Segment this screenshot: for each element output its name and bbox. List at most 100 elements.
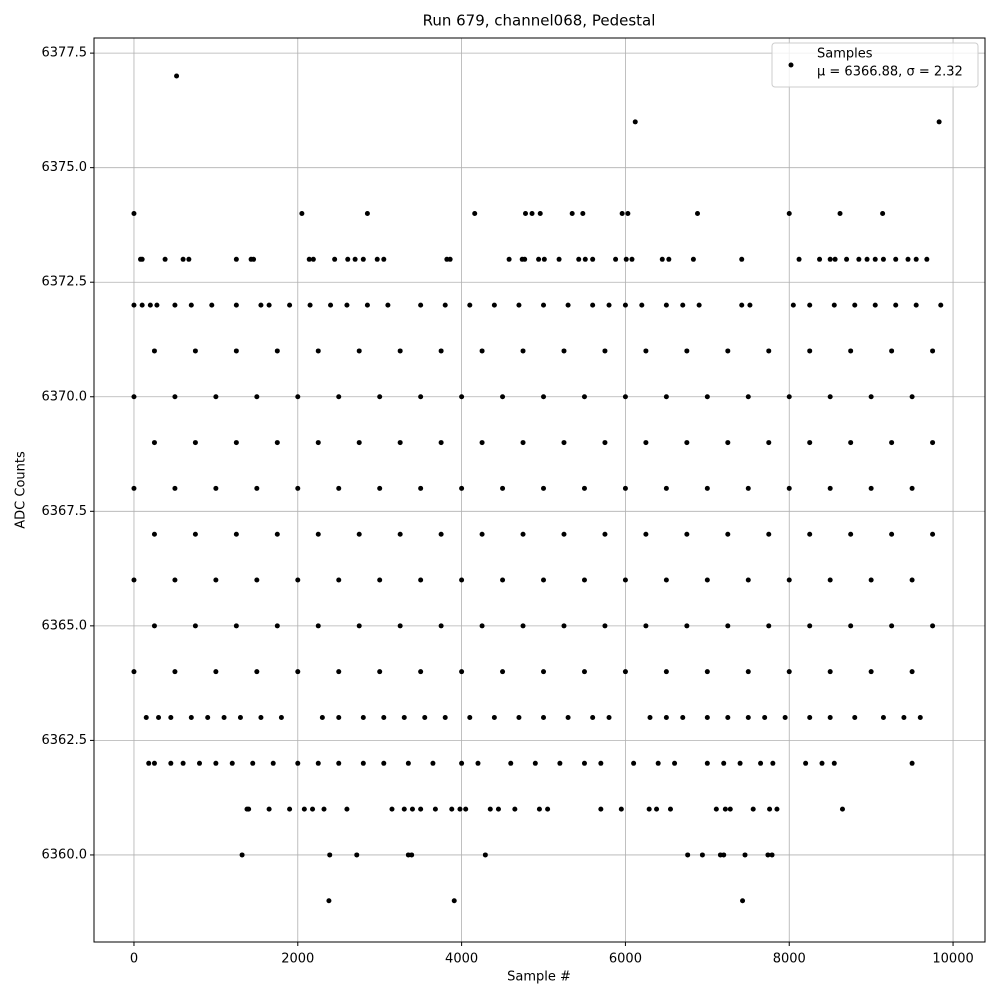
point [472,210,478,216]
point [500,577,506,583]
point [151,440,157,446]
point [516,302,522,308]
point [680,714,686,720]
point [868,394,874,400]
point [336,577,342,583]
point [442,302,448,308]
point [725,714,731,720]
point [143,714,149,720]
point [278,714,284,720]
point [315,760,321,766]
point [336,760,342,766]
point [569,210,575,216]
point [848,531,854,537]
point [192,440,198,446]
point [803,760,809,766]
point [520,531,526,537]
point [767,806,773,812]
point [479,623,485,629]
point [831,760,837,766]
point [663,669,669,675]
point [704,577,710,583]
point [401,806,407,812]
point [319,714,325,720]
point [545,806,551,812]
point [704,669,710,675]
point [582,256,588,262]
point [287,302,293,308]
point [831,302,837,308]
point [459,577,465,583]
point [647,714,653,720]
point [643,440,649,446]
point [541,485,547,491]
point [449,806,455,812]
point [745,669,751,675]
point [345,256,351,262]
point [561,348,567,354]
point [328,302,334,308]
point [381,760,387,766]
point [580,210,586,216]
point [680,302,686,308]
point [625,210,631,216]
y-tick-label: 6362.5 [42,733,88,748]
point [233,348,239,354]
point [909,577,915,583]
point [807,440,813,446]
point [254,394,260,400]
point [482,852,488,858]
point [381,714,387,720]
point [663,577,669,583]
point [479,348,485,354]
point [336,394,342,400]
point [684,440,690,446]
point [459,669,465,675]
point [643,531,649,537]
point [667,806,673,812]
point [739,256,745,262]
point [520,440,526,446]
point [872,302,878,308]
point [467,714,473,720]
point [418,302,424,308]
point [713,806,719,812]
point [930,348,936,354]
point [602,531,608,537]
point [872,256,878,262]
point [889,623,895,629]
point [745,714,751,720]
point [739,302,745,308]
point [643,623,649,629]
point [590,256,596,262]
point [522,210,528,216]
point [315,348,321,354]
point [704,714,710,720]
y-tick-label: 6367.5 [42,504,88,519]
point [522,256,528,262]
point [186,256,192,262]
point [299,210,305,216]
point [856,256,862,262]
point [742,852,748,858]
legend-label: Samples [817,47,873,62]
point [893,256,899,262]
point [500,485,506,491]
point [622,485,628,491]
legend-box [771,42,979,88]
point [516,714,522,720]
points [131,73,944,904]
point [666,256,672,262]
point [909,394,915,400]
point [295,394,301,400]
x-tick-label: 0 [130,952,138,967]
point [631,760,637,766]
point [274,440,280,446]
point [258,714,264,720]
point [457,806,463,812]
point [769,852,775,858]
point [930,623,936,629]
point [438,440,444,446]
point [581,577,587,583]
point [827,485,833,491]
